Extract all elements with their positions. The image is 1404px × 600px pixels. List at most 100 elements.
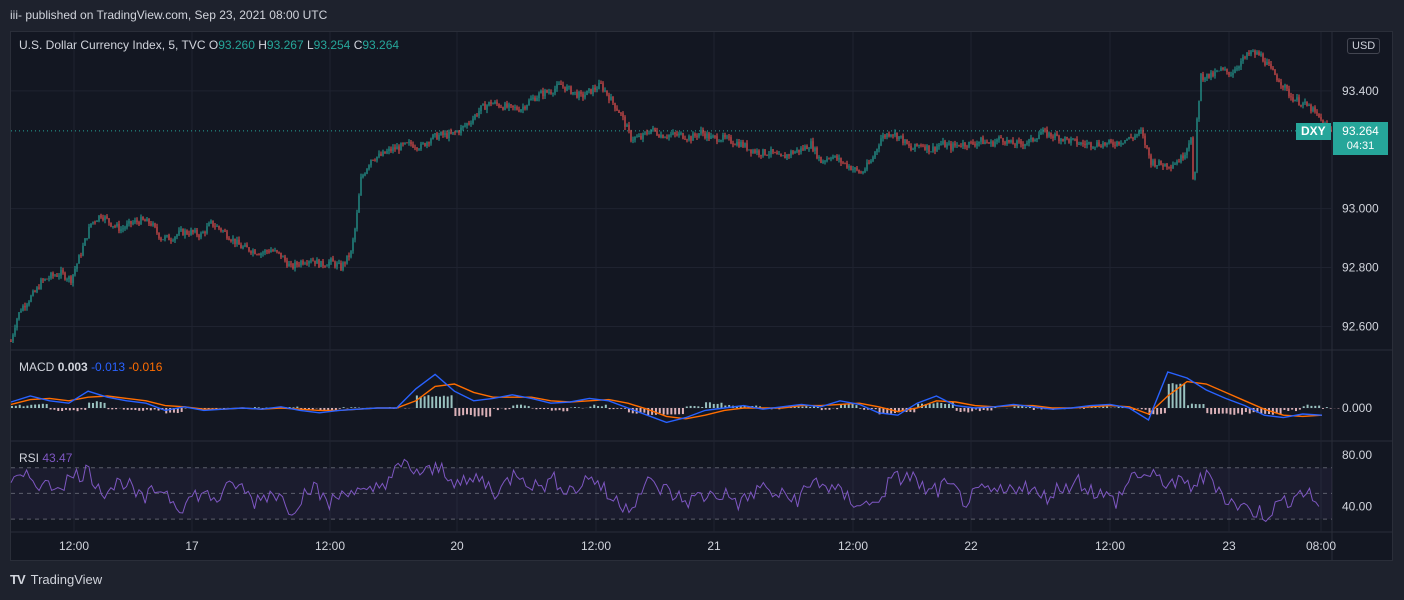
chart-area[interactable] xyxy=(10,31,1393,561)
rsi-value: 43.47 xyxy=(42,451,73,465)
macd-histogram-bar xyxy=(1318,405,1321,408)
candle-body xyxy=(640,135,642,139)
candle-body xyxy=(272,250,274,252)
candle-body xyxy=(1062,138,1064,142)
candle-body xyxy=(168,235,170,241)
candle-body xyxy=(28,301,30,305)
candle-body xyxy=(360,177,362,196)
candle-body xyxy=(1248,52,1250,55)
candle-body xyxy=(718,141,720,143)
macd-histogram-bar xyxy=(1256,408,1259,413)
macd-hist-value: -0.016 xyxy=(128,360,163,374)
candle-body xyxy=(288,263,290,267)
candle-body xyxy=(84,238,86,246)
candle-body xyxy=(1168,167,1170,169)
candle-body xyxy=(758,150,760,155)
macd-histogram-bar xyxy=(612,408,615,410)
candle-body xyxy=(1218,70,1220,72)
candle-body xyxy=(746,143,748,150)
candle-body xyxy=(42,279,44,281)
candle-body xyxy=(342,262,344,270)
candle-body xyxy=(1226,69,1228,72)
candle-body xyxy=(924,146,926,150)
candle-body xyxy=(550,92,552,94)
candle-body xyxy=(62,269,64,273)
candle-body xyxy=(908,144,910,147)
candle-body xyxy=(880,138,882,146)
candle-body xyxy=(932,146,934,152)
candle-body xyxy=(1052,136,1054,138)
macd-histogram-bar xyxy=(1283,408,1286,410)
candle-body xyxy=(488,101,490,106)
candle-body xyxy=(18,312,20,319)
candle-body xyxy=(966,146,968,148)
candle-body xyxy=(548,92,550,93)
candle-body xyxy=(884,135,886,138)
candle-body xyxy=(1038,134,1040,139)
candle-body xyxy=(662,134,664,138)
candle-body xyxy=(246,244,248,248)
candle-body xyxy=(74,269,76,275)
candle-body xyxy=(1080,142,1082,145)
macd-histogram-bar xyxy=(1117,406,1120,408)
macd-histogram-bar xyxy=(608,408,611,410)
macd-histogram-bar xyxy=(253,407,256,408)
price-tick-label: 92.800 xyxy=(1342,261,1379,275)
currency-button[interactable]: USD xyxy=(1347,38,1381,54)
candle-body xyxy=(706,133,708,139)
candle-body xyxy=(1220,68,1222,71)
candle-body xyxy=(132,222,134,224)
macd-histogram-bar xyxy=(1175,384,1178,408)
macd-histogram-bar xyxy=(874,408,877,410)
candle-body xyxy=(1280,82,1282,86)
macd-histogram-bar xyxy=(813,406,816,408)
candle-body xyxy=(510,104,512,106)
candle-body xyxy=(1258,52,1260,56)
candle-body xyxy=(530,98,532,101)
macd-histogram-bar xyxy=(743,405,746,408)
candle-body xyxy=(1302,102,1304,106)
candle-body xyxy=(422,143,424,144)
macd-histogram-bar xyxy=(627,408,630,413)
candle-body xyxy=(926,145,928,150)
macd-histogram-bar xyxy=(539,408,542,409)
candle-body xyxy=(1090,142,1092,148)
candle-body xyxy=(340,262,342,270)
candle-body xyxy=(868,162,870,164)
candle-body xyxy=(990,141,992,144)
candle-body xyxy=(636,136,638,138)
macd-histogram-bar xyxy=(134,408,137,411)
candle-body xyxy=(506,103,508,108)
macd-histogram-bar xyxy=(963,408,966,412)
candle-body xyxy=(60,269,62,276)
candle-body xyxy=(930,151,932,153)
candle-body xyxy=(290,263,292,265)
candle-body xyxy=(226,231,228,239)
footer-brand[interactable]: TV TradingView xyxy=(10,572,102,587)
macd-histogram-bar xyxy=(662,408,665,415)
macd-histogram-bar xyxy=(986,408,989,411)
macd-histogram-bar xyxy=(492,408,495,409)
candle-body xyxy=(92,221,94,224)
candle-body xyxy=(222,230,224,232)
candle-body xyxy=(334,261,336,267)
candle-body xyxy=(1044,129,1046,131)
candle-body xyxy=(650,129,652,134)
macd-histogram-bar xyxy=(288,407,291,408)
candle-body xyxy=(780,153,782,157)
candle-body xyxy=(114,226,116,227)
candle-body xyxy=(1206,73,1208,79)
candle-body xyxy=(144,219,146,222)
candle-body xyxy=(912,148,914,150)
macd-histogram-bar xyxy=(809,406,812,408)
macd-histogram-bar xyxy=(1171,383,1174,408)
candle-body xyxy=(1008,139,1010,143)
candle-body xyxy=(700,130,702,134)
candle-body xyxy=(1120,143,1122,145)
candle-body xyxy=(1178,161,1180,163)
macd-histogram-bar xyxy=(473,408,476,417)
candle-body xyxy=(882,135,884,139)
candle-body xyxy=(394,147,396,150)
candle-body xyxy=(472,118,474,124)
